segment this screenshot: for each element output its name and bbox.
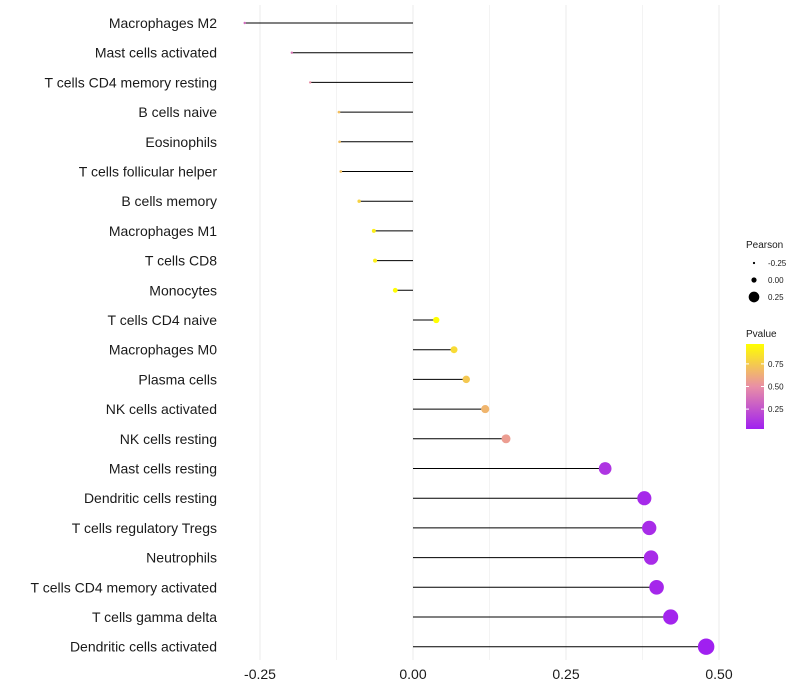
legend-size-point <box>752 261 756 265</box>
lollipop-point <box>357 199 361 203</box>
y-axis-label: Macrophages M2 <box>109 15 217 31</box>
legend-size-items: -0.25 0.00 0.25 <box>748 259 787 303</box>
y-axis-label: B cells memory <box>121 193 217 209</box>
y-axis-label: T cells regulatory Tregs <box>72 520 217 536</box>
legend-color-ticks: 0.75 0.50 0.25 <box>746 360 784 414</box>
legend-size-point <box>751 277 757 283</box>
lollipop-point <box>371 228 376 233</box>
legend-size-point <box>748 291 760 303</box>
lollipop-point <box>339 170 343 173</box>
lollipop-point <box>450 346 458 354</box>
lollipop-point <box>337 110 341 114</box>
x-tick-label: 0.25 <box>552 666 579 682</box>
legend-color-title: Pvalue <box>746 329 777 340</box>
x-tick-label: 0.50 <box>705 666 732 682</box>
y-axis-label: T cells CD4 memory resting <box>45 74 217 90</box>
lollipop-point <box>501 434 511 444</box>
y-axis-label: T cells CD4 memory activated <box>31 579 217 595</box>
lollipop-point <box>697 638 715 655</box>
y-axis-label: Macrophages M0 <box>109 342 217 358</box>
lollipop-point <box>392 287 398 293</box>
y-axis-label: Neutrophils <box>146 550 217 566</box>
y-axis-label: Eosinophils <box>145 134 217 150</box>
grid-lines <box>259 5 720 660</box>
y-axis-label: Mast cells resting <box>109 461 217 477</box>
lollipop-point <box>637 491 652 506</box>
lollipop-point <box>462 375 470 384</box>
x-axis-ticks: -0.25 0.00 0.25 0.50 <box>244 666 733 682</box>
legend-color-label: 0.75 <box>768 360 784 369</box>
y-axis-label: Dendritic cells activated <box>70 639 217 655</box>
y-axis-label: NK cells resting <box>120 431 217 447</box>
lollipop-point <box>598 462 612 475</box>
y-axis-label: NK cells activated <box>106 401 217 417</box>
y-axis-label: T cells CD4 naive <box>108 312 218 328</box>
y-axis-label: T cells follicular helper <box>79 164 218 180</box>
x-tick-label: -0.25 <box>244 666 276 682</box>
y-axis-label: Plasma cells <box>138 371 217 387</box>
lollipop-point <box>373 258 378 263</box>
legend-size-label: 0.00 <box>768 276 784 285</box>
y-axis-label: Monocytes <box>149 282 217 298</box>
lollipop-point <box>433 316 440 324</box>
y-axis-label: Mast cells activated <box>95 45 217 61</box>
lollipop-point <box>481 405 490 414</box>
y-axis-label: Dendritic cells resting <box>84 490 217 506</box>
lollipop-point <box>642 520 657 536</box>
lollipop-point <box>663 609 679 625</box>
lollipop-point <box>649 579 664 595</box>
legend-color-bar <box>746 344 764 429</box>
y-axis-label: T cells gamma delta <box>92 609 217 625</box>
lollipop-point <box>643 550 659 565</box>
legend-color-label: 0.50 <box>768 383 784 392</box>
legend-size-label: -0.25 <box>768 259 787 268</box>
lollipop-point <box>243 21 246 25</box>
lollipop-point <box>290 51 294 54</box>
legend-color-label: 0.25 <box>768 405 784 414</box>
lollipop-point <box>338 140 341 144</box>
x-tick-label: 0.00 <box>399 666 426 682</box>
y-axis-label: T cells CD8 <box>145 253 217 269</box>
legend: Pearson -0.25 0.00 0.25 Pvalue 0.75 0.50 0.2… <box>746 240 787 429</box>
legend-size-title: Pearson <box>746 240 783 251</box>
y-axis-labels: Macrophages M2 Mast cells activated T cell… <box>31 15 218 655</box>
lollipop-marks <box>243 21 715 655</box>
legend-size-label: 0.25 <box>768 293 784 302</box>
y-axis-label: B cells naive <box>138 104 217 120</box>
lollipop-point <box>308 81 312 84</box>
y-axis-label: Macrophages M1 <box>109 223 217 239</box>
